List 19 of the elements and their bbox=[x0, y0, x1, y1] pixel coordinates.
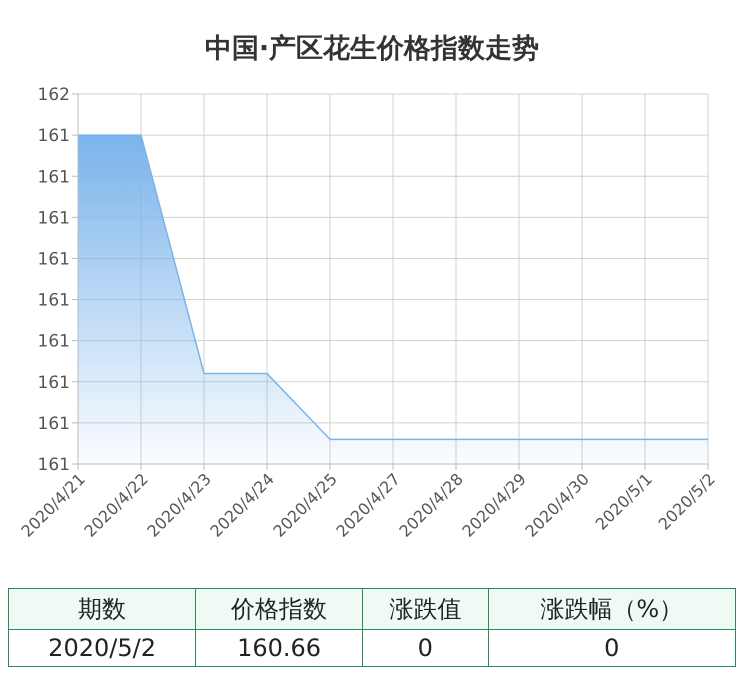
text: 期数 bbox=[8, 588, 196, 630]
text: 涨跌值 bbox=[362, 588, 488, 630]
y-tick-label: 161 bbox=[38, 372, 70, 393]
y-tick-label: 161 bbox=[38, 455, 70, 476]
y-tick-label: 161 bbox=[38, 290, 70, 311]
text: 价格指数 bbox=[196, 588, 363, 630]
text: 0 bbox=[362, 630, 488, 666]
y-tick-label: 161 bbox=[38, 208, 70, 228]
text: 160.66 bbox=[196, 630, 363, 666]
y-tick-label: 162 bbox=[38, 85, 70, 106]
y-tick-label: 161 bbox=[38, 167, 70, 188]
y-tick-label: 161 bbox=[38, 414, 70, 434]
text: 2020/5/2 bbox=[8, 630, 196, 666]
y-tick-label: 161 bbox=[38, 249, 70, 270]
text: 涨跌幅（%） bbox=[488, 588, 736, 630]
y-tick-label: 161 bbox=[38, 332, 70, 352]
chart-title: 中国·产区花生价格指数走势 bbox=[204, 32, 540, 66]
text: 0 bbox=[488, 630, 736, 666]
y-tick-label: 161 bbox=[38, 126, 70, 146]
